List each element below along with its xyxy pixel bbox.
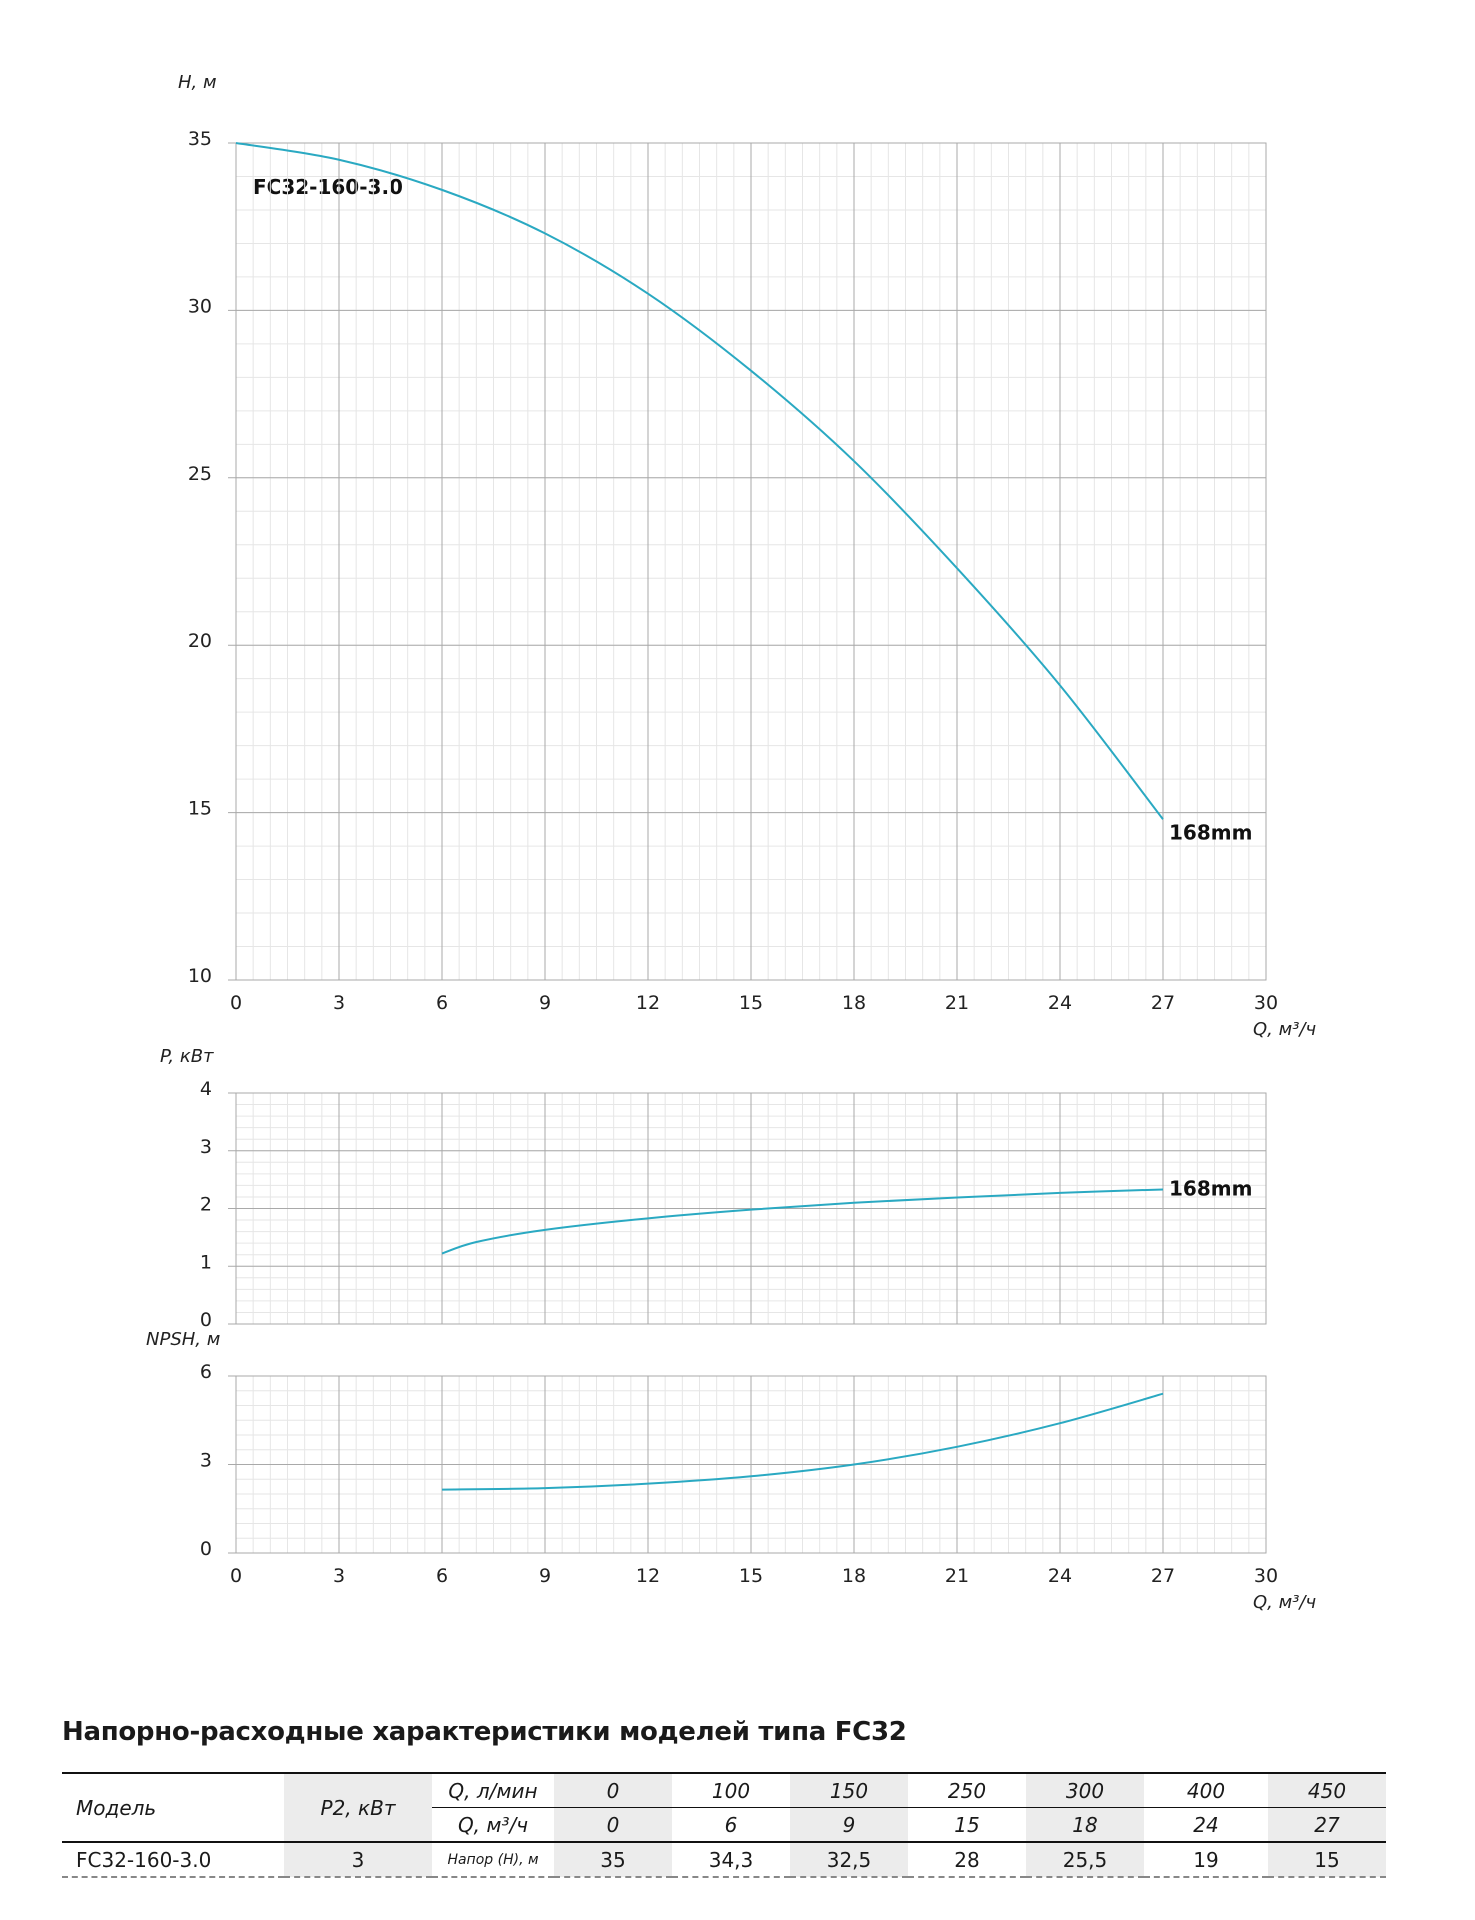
power-curves: 168mm xyxy=(441,1176,1252,1255)
q-lmin-cell: 100 xyxy=(672,1772,790,1808)
x-tick-label: 30 xyxy=(1254,1565,1278,1587)
x-tick-label: 21 xyxy=(945,992,969,1014)
npsh-y-ticks: 0 3 6 xyxy=(200,1361,212,1560)
head-value-cell: 35 xyxy=(554,1841,672,1878)
head-curves: 168mm xyxy=(235,142,1252,844)
table-title: Напорно-расходные характеристики моделей… xyxy=(62,1717,907,1747)
series-label: 168mm xyxy=(1169,1176,1252,1200)
head-x-axis-title: Q, м³/ч xyxy=(1253,1019,1316,1040)
power-y-axis-title: P, кВт xyxy=(160,1046,214,1067)
npsh-x-ticks: 0 3 6 9 12 15 18 21 24 27 30 xyxy=(230,1565,1278,1587)
head-value-cell: 32,5 xyxy=(790,1841,908,1878)
x-tick-label: 0 xyxy=(230,992,242,1014)
x-tick-label: 24 xyxy=(1048,1565,1072,1587)
plot-frame xyxy=(235,1092,1267,1325)
series-label: 168mm xyxy=(1169,820,1252,844)
npsh-y-axis-title: NPSH, м xyxy=(146,1329,220,1350)
head-y-ticks: 10 15 20 25 30 35 xyxy=(188,128,212,987)
q-lmin-cell: 250 xyxy=(908,1772,1026,1808)
series-line xyxy=(441,1188,1164,1255)
x-tick-label: 12 xyxy=(636,992,660,1014)
npsh-chart: NPSH, м Q, м³/ч 0 3 6 0 3 6 9 12 15 18 21 24 27 30 xyxy=(146,1329,1316,1613)
plot-frame xyxy=(235,1375,1267,1554)
y-tick-label: 35 xyxy=(188,128,212,150)
row-power: 3 xyxy=(284,1841,432,1878)
y-tick-label: 0 xyxy=(200,1538,212,1560)
q-lmin-cell: 400 xyxy=(1144,1772,1268,1808)
series-line xyxy=(235,142,1164,820)
head-y-axis-title: H, м xyxy=(178,72,217,93)
x-tick-label: 15 xyxy=(739,1565,763,1587)
header-model: Модель xyxy=(62,1772,284,1842)
table-row: FC32-160-3.0 3 Напор (H), м 35 34,3 32,5… xyxy=(62,1841,1386,1878)
q-m3h-cell: 27 xyxy=(1268,1807,1386,1842)
y-tick-label: 0 xyxy=(200,1309,212,1331)
y-tick-label: 2 xyxy=(200,1194,212,1216)
y-tick-label: 30 xyxy=(188,295,212,317)
x-tick-label: 0 xyxy=(230,1565,242,1587)
q-m3h-cell: 24 xyxy=(1144,1807,1268,1842)
q-m3h-cell: 9 xyxy=(790,1807,908,1842)
q-lmin-cell: 150 xyxy=(790,1772,908,1808)
y-tick-label: 1 xyxy=(200,1251,212,1273)
y-tick-label: 6 xyxy=(200,1361,212,1383)
x-tick-label: 18 xyxy=(842,1565,866,1587)
q-m3h-cell: 6 xyxy=(672,1807,790,1842)
x-tick-label: 30 xyxy=(1254,992,1278,1014)
y-tick-label: 3 xyxy=(200,1450,212,1472)
y-tick-label: 25 xyxy=(188,463,212,485)
series-line xyxy=(441,1392,1164,1491)
x-tick-label: 21 xyxy=(945,1565,969,1587)
head-x-ticks: 0 3 6 9 12 15 18 21 24 27 30 xyxy=(230,992,1278,1014)
header-row-m3h: Q, м³/ч 0 6 9 15 18 24 27 xyxy=(62,1807,1386,1842)
x-tick-label: 27 xyxy=(1151,992,1175,1014)
power-grid xyxy=(228,1092,1267,1325)
header-power: P2, кВт xyxy=(284,1772,432,1842)
row-model: FC32-160-3.0 xyxy=(62,1841,284,1878)
y-tick-label: 20 xyxy=(188,630,212,652)
x-tick-label: 3 xyxy=(333,992,345,1014)
head-value-cell: 34,3 xyxy=(672,1841,790,1878)
power-chart: P, кВт 0 1 2 3 4 168mm xyxy=(160,1046,1267,1331)
x-tick-label: 18 xyxy=(842,992,866,1014)
head-value-cell: 15 xyxy=(1268,1841,1386,1878)
header-row-lmin: Модель P2, кВт Q, л/мин 0 100 150 250 30… xyxy=(62,1772,1386,1842)
head-grid xyxy=(228,142,1267,981)
head-value-cell: 19 xyxy=(1144,1841,1268,1878)
y-tick-label: 3 xyxy=(200,1136,212,1158)
row-label: Напор (H), м xyxy=(432,1841,554,1878)
x-tick-label: 24 xyxy=(1048,992,1072,1014)
header-q-m3h: Q, м³/ч xyxy=(432,1807,554,1842)
q-m3h-cell: 15 xyxy=(908,1807,1026,1842)
plot-frame xyxy=(235,142,1267,981)
x-tick-label: 27 xyxy=(1151,1565,1175,1587)
x-tick-label: 9 xyxy=(539,992,551,1014)
x-tick-label: 6 xyxy=(436,992,448,1014)
head-value-cell: 28 xyxy=(908,1841,1026,1878)
q-lmin-cell: 300 xyxy=(1026,1772,1144,1808)
performance-table: Модель P2, кВт Q, л/мин 0 100 150 250 30… xyxy=(62,1772,1386,1878)
y-tick-label: 4 xyxy=(200,1078,212,1100)
power-y-ticks: 0 1 2 3 4 xyxy=(200,1078,212,1331)
x-tick-label: 3 xyxy=(333,1565,345,1587)
npsh-curves xyxy=(441,1392,1164,1491)
x-tick-label: 9 xyxy=(539,1565,551,1587)
x-tick-label: 12 xyxy=(636,1565,660,1587)
x-tick-label: 6 xyxy=(436,1565,448,1587)
header-q-lmin: Q, л/мин xyxy=(432,1772,554,1808)
npsh-grid xyxy=(228,1375,1267,1554)
head-value-cell: 25,5 xyxy=(1026,1841,1144,1878)
q-m3h-cell: 18 xyxy=(1026,1807,1144,1842)
q-lmin-cell: 0 xyxy=(554,1772,672,1808)
q-m3h-cell: 0 xyxy=(554,1807,672,1842)
npsh-x-axis-title: Q, м³/ч xyxy=(1253,1592,1316,1613)
y-tick-label: 15 xyxy=(188,798,212,820)
q-lmin-cell: 450 xyxy=(1268,1772,1386,1808)
model-label: FC32-160-3.0 xyxy=(253,175,403,199)
x-tick-label: 15 xyxy=(739,992,763,1014)
y-tick-label: 10 xyxy=(188,965,212,987)
